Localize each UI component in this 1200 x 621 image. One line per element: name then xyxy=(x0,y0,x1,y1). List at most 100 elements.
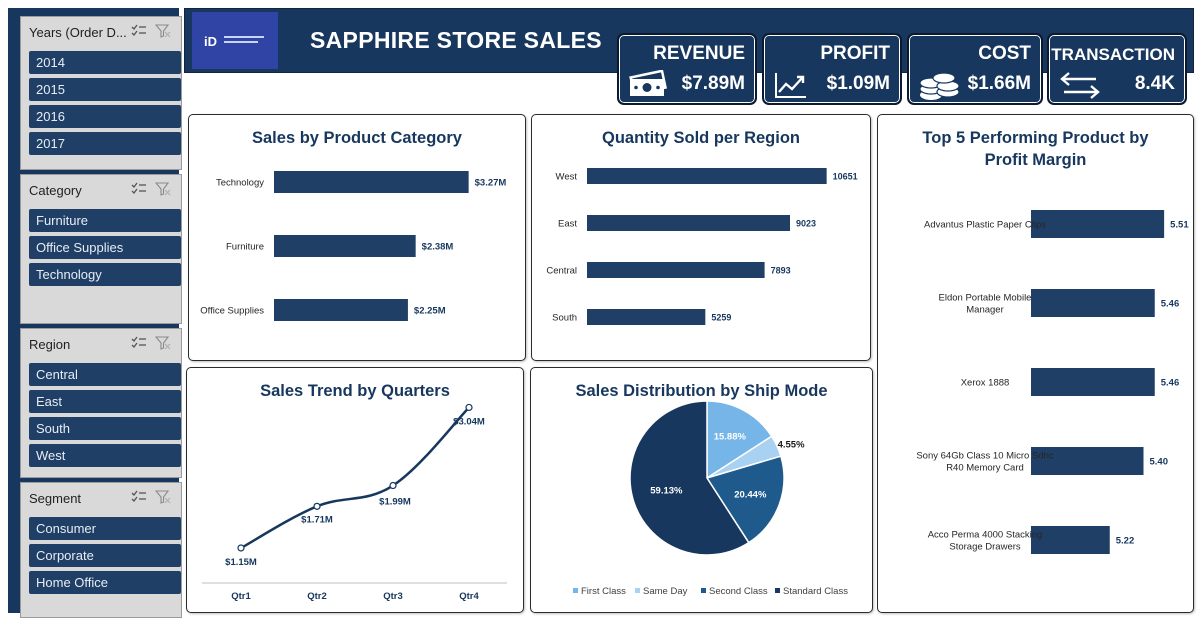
multi-select-icon[interactable] xyxy=(131,336,147,350)
bar-central xyxy=(587,262,765,278)
slicer-header: Years (Order D... xyxy=(29,23,171,43)
clear-filter-icon[interactable] xyxy=(155,336,171,350)
bar-furniture xyxy=(274,235,416,257)
clear-filter-icon[interactable] xyxy=(155,24,171,38)
cash-icon xyxy=(628,69,668,103)
chart-ship-mode: 15.88% 4.55% 20.44% 59.13% First Class Same D… xyxy=(573,400,848,597)
data-label: 9023 xyxy=(796,219,816,229)
clear-filter-icon[interactable] xyxy=(155,490,171,504)
kpi-label: REVENUE xyxy=(653,43,745,64)
category-label: Storage Drawers xyxy=(949,542,1021,553)
data-point xyxy=(313,502,321,510)
card-ship-mode: Sales Distribution by Ship Mode 15.88% 4.… xyxy=(530,367,873,613)
legend-label: Standard Class xyxy=(783,586,848,597)
chart-sales-trend: $1.15M Qtr1 $1.71M Qtr2 $1.99M Qtr3 $3.04M Qtr4 xyxy=(202,403,507,602)
slicer-item-east[interactable]: East xyxy=(29,390,181,413)
kpi-card-cost: COST $1.66M xyxy=(907,33,1043,105)
bar-eldon-portable-mobile-manager xyxy=(1031,289,1155,317)
dashboard-title: SAPPHIRE STORE SALES xyxy=(310,27,602,53)
category-label: Advantus Plastic Paper Clips xyxy=(924,220,1046,231)
data-point xyxy=(237,544,245,552)
slicer-item-home-office[interactable]: Home Office xyxy=(29,571,181,594)
legend-swatch xyxy=(635,588,640,593)
data-label: 7893 xyxy=(771,266,791,276)
kpi-label: PROFIT xyxy=(820,43,890,64)
slicer-item-2017[interactable]: 2017 xyxy=(29,132,181,155)
data-point xyxy=(465,403,473,412)
slicer-header: Category xyxy=(29,181,171,201)
slicer-item-furniture[interactable]: Furniture xyxy=(29,209,181,232)
slicer-title: Segment xyxy=(29,491,82,506)
kpi-label: COST xyxy=(978,43,1031,64)
legend-label: Second Class xyxy=(709,586,768,597)
bar-xerox-1888 xyxy=(1031,368,1155,396)
tick-label: Qtr2 xyxy=(307,591,327,602)
category-label: Eldon Portable Mobile xyxy=(939,293,1032,304)
legend-swatch xyxy=(775,588,780,593)
bar-east xyxy=(587,215,791,231)
slicer-item-corporate[interactable]: Corporate xyxy=(29,544,181,567)
slicer-item-west[interactable]: West xyxy=(29,444,181,467)
kpi-label: TRANSACTION xyxy=(1051,45,1175,64)
slicer-item-office-supplies[interactable]: Office Supplies xyxy=(29,236,181,259)
category-label: Office Supplies xyxy=(200,306,264,317)
kpi-card-profit: PROFIT $1.09M xyxy=(762,33,902,105)
slicer-panel: Years (Order D... 2014 2015 2016 2017 Catego… xyxy=(8,8,182,618)
category-label: Technology xyxy=(216,178,264,189)
slicer-header: Segment xyxy=(29,489,171,509)
data-label: $3.04M xyxy=(453,416,485,427)
data-label: $2.38M xyxy=(422,242,454,253)
multi-select-icon[interactable] xyxy=(131,490,147,504)
data-label: $1.71M xyxy=(301,514,333,525)
kpi-value: 8.4K xyxy=(1134,73,1175,94)
slicer-item-south[interactable]: South xyxy=(29,417,181,440)
trend-up-icon xyxy=(773,70,809,105)
pie-slice-first-class xyxy=(706,400,773,480)
kpi-card-revenue: REVENUE $7.89M xyxy=(617,33,757,105)
logo-mark-icon: iD xyxy=(204,34,264,49)
slicer-toolbar xyxy=(131,490,171,504)
data-label: 5.40 xyxy=(1150,457,1169,468)
data-label: $1.99M xyxy=(379,497,411,508)
slicer-category: Category Furniture Office Supplies Technol… xyxy=(20,174,182,324)
slicer-item-technology[interactable]: Technology xyxy=(29,263,181,286)
data-label: 15.88% xyxy=(714,432,747,443)
slicer-item-central[interactable]: Central xyxy=(29,363,181,386)
slicer-segment: Segment Consumer Corporate Home Office xyxy=(20,482,182,618)
bar-advantus-plastic-paper-clips xyxy=(1031,210,1165,238)
category-label: Sony 64Gb Class 10 Micro Sdhc xyxy=(916,451,1054,462)
category-label: Central xyxy=(546,266,577,277)
slicer-title: Region xyxy=(29,337,71,352)
card-top5-profit-margin: Top 5 Performing Product by Profit Margi… xyxy=(877,114,1194,613)
legend-swatch xyxy=(573,588,578,593)
category-label: East xyxy=(558,219,577,230)
legend-swatch xyxy=(701,588,706,593)
kpi-value: $1.09M xyxy=(826,73,890,94)
category-label: West xyxy=(556,172,578,183)
category-label: Xerox 1888 xyxy=(961,378,1010,389)
svg-text:iD: iD xyxy=(204,34,217,49)
bar-sony-64gb-class-10-micro-sdhc-r40-memory-card xyxy=(1031,447,1144,475)
data-label: 5.22 xyxy=(1116,536,1135,547)
slicer-item-2014[interactable]: 2014 xyxy=(29,51,181,74)
slicer-item-2015[interactable]: 2015 xyxy=(29,78,181,101)
data-label: 4.55% xyxy=(778,440,805,451)
series-line xyxy=(240,406,470,550)
category-label: Manager xyxy=(966,305,1004,316)
tick-label: Qtr1 xyxy=(231,591,251,602)
multi-select-icon[interactable] xyxy=(131,24,147,38)
data-label: 59.13% xyxy=(650,485,683,496)
data-label: 5259 xyxy=(711,313,731,323)
chart-sales-by-category: $3.27M Technology $2.38M Furniture $2.25M Off… xyxy=(200,171,506,321)
kpi-card-transaction: TRANSACTION 8.4K xyxy=(1047,33,1187,105)
slicer-item-consumer[interactable]: Consumer xyxy=(29,517,181,540)
clear-filter-icon[interactable] xyxy=(155,182,171,196)
category-label: Acco Perma 4000 Stacking xyxy=(928,530,1043,541)
chart-quantity-per-region: 10651 West 9023 East 7893 Central 5259 South xyxy=(546,168,858,325)
multi-select-icon[interactable] xyxy=(131,182,147,196)
pie-slice-second-class xyxy=(705,455,785,544)
legend-label: Same Day xyxy=(643,586,688,597)
card-sales-by-category: Sales by Product Category $3.27M Technolo… xyxy=(188,114,526,361)
chart-title-category: Sales by Product Category xyxy=(252,129,462,147)
slicer-item-2016[interactable]: 2016 xyxy=(29,105,181,128)
